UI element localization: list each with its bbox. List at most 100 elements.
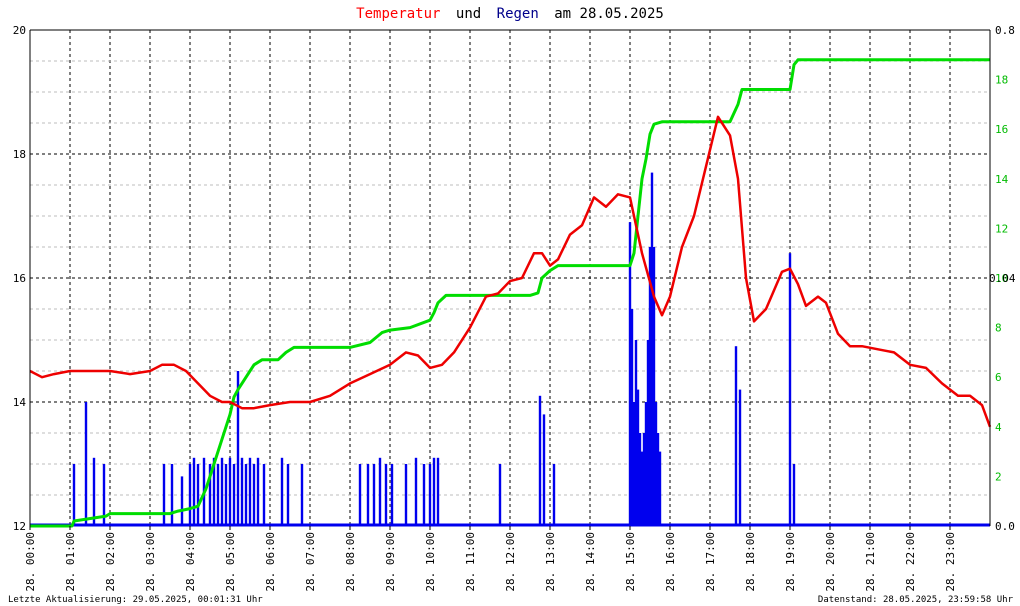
y-right-tick-label: 4 [995, 421, 1002, 434]
rain-bar [236, 371, 240, 526]
rain-bar [422, 464, 426, 526]
rain-bar [646, 340, 650, 526]
rain-bar [170, 464, 174, 526]
x-tick-label: 28. 04:00 [184, 532, 197, 592]
rain-bar [280, 457, 284, 526]
rain-bar [208, 464, 212, 526]
y-right-rain-tick-label: 0.04 [989, 272, 1016, 285]
rain-bar [538, 395, 542, 526]
title-word-temperature: Temperatur [356, 6, 440, 22]
x-tick-label: 28. 05:00 [224, 532, 237, 592]
rain-bar [654, 402, 658, 526]
rain-bar [542, 414, 546, 526]
x-tick-label: 28. 16:00 [664, 532, 677, 592]
rain-bar [414, 457, 418, 526]
rain-sum-line [30, 58, 990, 528]
rain-bar [642, 433, 646, 526]
rain-bar [636, 389, 640, 526]
rain-bar [180, 476, 184, 526]
rain-bar [252, 464, 256, 526]
x-tick-label: 28. 10:00 [424, 532, 437, 592]
y-right-tick-label: 0.8 [995, 24, 1015, 37]
rain-bar [228, 457, 232, 526]
rain-bar [634, 340, 638, 526]
y-left-tick-label: 16 [13, 272, 26, 285]
y-right-tick-label: 18 [995, 74, 1008, 87]
rain-bar [378, 457, 382, 526]
rain-bar [372, 464, 376, 526]
rain-bar [650, 172, 654, 526]
x-tick-label: 28. 12:00 [504, 532, 517, 592]
rain-bar [262, 464, 266, 526]
x-tick-label: 28. 07:00 [304, 532, 317, 592]
x-tick-label: 28. 17:00 [704, 532, 717, 592]
rain-bar [632, 402, 636, 526]
temperature-line [29, 115, 992, 428]
rain-bar [92, 457, 96, 526]
rain-bar [552, 464, 556, 526]
rain-bar [212, 457, 216, 526]
y-left-tick-label: 18 [13, 148, 26, 161]
rain-bar [300, 464, 304, 526]
rain-bar [630, 309, 634, 526]
rain-bar [656, 433, 660, 526]
x-tick-label: 28. 14:00 [584, 532, 597, 592]
x-tick-label: 28. 19:00 [784, 532, 797, 592]
rain-bar [436, 457, 440, 526]
rain-bar [638, 433, 642, 526]
rain-bar [240, 457, 244, 526]
y-right-tick-label: 6 [995, 371, 1002, 384]
y-right-tick-label: 16 [995, 123, 1008, 136]
x-tick-label: 28. 21:00 [864, 532, 877, 592]
y-left-tick-label: 12 [13, 520, 26, 533]
rain-bar [734, 346, 738, 526]
x-tick-label: 28. 23:00 [944, 532, 957, 592]
x-tick-label: 28. 06:00 [264, 532, 277, 592]
rain-bar [384, 464, 388, 526]
rain-bar [648, 247, 652, 526]
y-right-tick-label: 14 [995, 173, 1009, 186]
x-tick-label: 28. 08:00 [344, 532, 357, 592]
x-tick-label: 28. 01:00 [64, 532, 77, 592]
rain-bar [72, 464, 76, 526]
title-word-und: und [456, 6, 481, 22]
x-tick-label: 28. 20:00 [824, 532, 837, 592]
y-right-tick-label: 0.0 [995, 520, 1015, 533]
axes [29, 29, 991, 526]
x-tick-label: 28. 03:00 [144, 532, 157, 592]
rain-bar [658, 451, 662, 526]
footer-last-update: Letzte Aktualisierung: 29.05.2025, 00:01… [8, 595, 263, 605]
rain-bar [640, 451, 644, 526]
rain-bars [30, 172, 990, 527]
rain-bar [428, 464, 432, 526]
x-tick-label: 28. 22:00 [904, 532, 917, 592]
rain-bar [788, 253, 792, 526]
rain-bar [432, 457, 436, 526]
x-tick-label: 28. 00:00 [24, 532, 37, 592]
rain-bar [232, 464, 236, 526]
rain-bar [738, 389, 742, 526]
y-right-tick-label: 12 [995, 222, 1008, 235]
rain-bar [244, 464, 248, 526]
chart-title: Temperatur und Regen am 28.05.2025 [356, 6, 664, 22]
rain-bar [84, 402, 88, 526]
y-left-tick-label: 14 [13, 396, 27, 409]
y-left-tick-label: 20 [13, 24, 26, 37]
x-tick-label: 28. 09:00 [384, 532, 397, 592]
rain-bar [358, 464, 362, 526]
rain-bar [248, 457, 252, 526]
y-right-tick-label: 10 [995, 272, 1008, 285]
rain-bar [652, 247, 656, 526]
title-word-date: am 28.05.2025 [554, 6, 664, 22]
rain-bar [196, 464, 200, 526]
rain-bar [390, 464, 394, 526]
rain-bar [498, 464, 502, 526]
rain-bar [644, 402, 648, 526]
x-tick-label: 28. 11:00 [464, 532, 477, 592]
rain-bar [192, 457, 196, 526]
rain-bar [188, 464, 192, 526]
series-lines [29, 58, 992, 528]
title-word-rain: Regen [497, 6, 539, 22]
rain-bar [102, 464, 106, 526]
